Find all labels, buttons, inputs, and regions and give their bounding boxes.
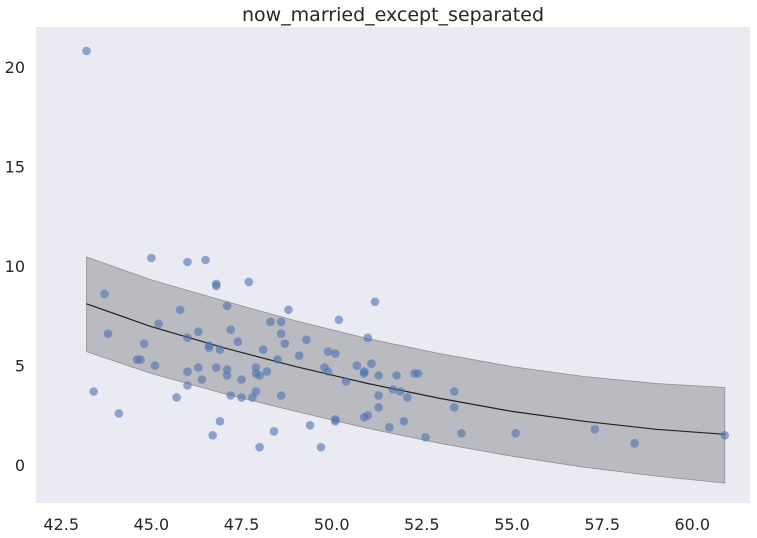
- data-point: [147, 254, 156, 263]
- data-point: [277, 329, 286, 338]
- data-point: [194, 363, 203, 372]
- data-point: [400, 417, 409, 426]
- x-axis: 42.5 45.0 47.5 50.0 52.5 55.0 57.5 60.0: [43, 515, 710, 534]
- data-point: [277, 318, 286, 327]
- data-point: [183, 381, 192, 390]
- data-point: [154, 320, 163, 329]
- data-point: [403, 393, 412, 402]
- x-tick-label: 50.0: [314, 515, 350, 534]
- data-point: [360, 369, 369, 378]
- data-point: [255, 443, 264, 452]
- data-point: [223, 371, 232, 380]
- x-tick-label: 57.5: [584, 515, 620, 534]
- data-point: [237, 375, 246, 384]
- x-tick-label: 47.5: [224, 515, 260, 534]
- data-point: [277, 391, 286, 400]
- data-point: [183, 258, 192, 267]
- data-point: [457, 429, 466, 438]
- data-point: [367, 359, 376, 368]
- data-point: [324, 347, 333, 356]
- data-point: [194, 327, 203, 336]
- data-point: [212, 282, 221, 291]
- x-tick-label: 55.0: [494, 515, 530, 534]
- data-point: [270, 427, 279, 436]
- data-point: [140, 339, 149, 348]
- x-tick-label: 42.5: [43, 515, 79, 534]
- y-axis: 0 5 10 15 20: [5, 58, 25, 475]
- data-point: [176, 306, 185, 315]
- data-point: [151, 361, 160, 370]
- data-point: [331, 415, 340, 424]
- data-point: [100, 290, 109, 299]
- data-point: [284, 306, 293, 315]
- data-point: [421, 433, 430, 442]
- data-point: [226, 325, 235, 334]
- data-point: [511, 429, 520, 438]
- data-point: [183, 367, 192, 376]
- data-point: [389, 385, 398, 394]
- y-tick-label: 20: [5, 58, 25, 77]
- data-point: [172, 393, 181, 402]
- data-point: [721, 431, 730, 440]
- data-point: [364, 333, 373, 342]
- data-point: [317, 443, 326, 452]
- data-point: [342, 377, 351, 386]
- data-point: [226, 391, 235, 400]
- data-point: [245, 278, 254, 287]
- data-point: [223, 302, 232, 311]
- data-point: [216, 417, 225, 426]
- y-tick-label: 5: [15, 357, 25, 376]
- data-point: [136, 355, 145, 364]
- data-point: [385, 423, 394, 432]
- data-point: [331, 349, 340, 358]
- data-point: [295, 351, 304, 360]
- data-point: [82, 47, 91, 56]
- data-point: [198, 375, 207, 384]
- y-tick-label: 10: [5, 257, 25, 276]
- data-point: [266, 318, 275, 327]
- data-point: [306, 421, 315, 430]
- data-point: [205, 343, 214, 352]
- data-point: [208, 431, 217, 440]
- data-point: [252, 387, 261, 396]
- x-tick-label: 60.0: [674, 515, 710, 534]
- data-point: [630, 439, 639, 448]
- data-point: [364, 411, 373, 420]
- data-point: [353, 361, 362, 370]
- data-point: [281, 339, 290, 348]
- data-point: [374, 371, 383, 380]
- data-point: [183, 333, 192, 342]
- data-point: [302, 335, 311, 344]
- y-tick-label: 0: [15, 456, 25, 475]
- data-point: [335, 316, 344, 325]
- data-point: [115, 409, 124, 418]
- data-point: [396, 387, 405, 396]
- data-point: [216, 345, 225, 354]
- data-point: [324, 367, 333, 376]
- data-point: [450, 387, 459, 396]
- data-point: [259, 345, 268, 354]
- data-point: [591, 425, 600, 434]
- x-tick-label: 52.5: [404, 515, 440, 534]
- data-point: [273, 355, 282, 364]
- data-point: [237, 393, 246, 402]
- data-point: [212, 363, 221, 372]
- data-point: [374, 391, 383, 400]
- data-point: [450, 403, 459, 412]
- data-point: [414, 369, 423, 378]
- data-point: [392, 371, 401, 380]
- chart-title: now_married_except_separated: [242, 4, 544, 26]
- data-point: [371, 298, 380, 307]
- data-point: [374, 403, 383, 412]
- data-point: [234, 337, 243, 346]
- x-tick-label: 45.0: [134, 515, 170, 534]
- data-point: [89, 387, 98, 396]
- data-point: [104, 329, 113, 338]
- y-tick-label: 15: [5, 157, 25, 176]
- data-point: [263, 367, 272, 376]
- data-point: [201, 256, 210, 265]
